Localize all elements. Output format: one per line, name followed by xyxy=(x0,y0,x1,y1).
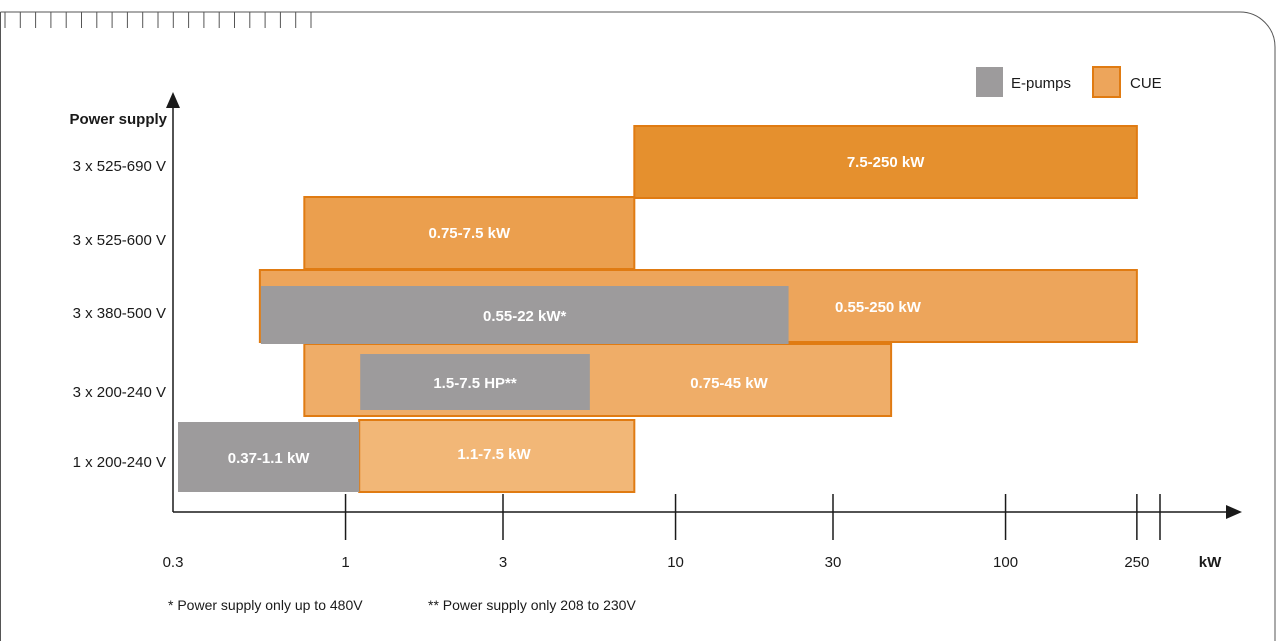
y-axis-arrow xyxy=(166,92,180,108)
bar-label: 0.37-1.1 kW xyxy=(228,450,311,467)
legend-label-e-pumps: E-pumps xyxy=(1011,75,1071,92)
cue-bar xyxy=(303,196,636,270)
bar-label: 0.75-7.5 kW xyxy=(428,225,511,242)
footnote-2: ** Power supply only 208 to 230V xyxy=(428,597,636,613)
x-axis-ticks xyxy=(344,494,1161,540)
legend: E-pumps CUE xyxy=(976,66,1162,98)
x-axis-unit: kW xyxy=(1199,554,1222,571)
x-axis-tick-labels: 0.3 1 3 10 30 100 250 xyxy=(163,554,1150,571)
cue-bar xyxy=(358,419,636,493)
x-tick-label: 0.3 xyxy=(163,554,184,571)
bar-label: 0.55-250 kW xyxy=(835,299,922,316)
y-axis-title: Power supply xyxy=(69,111,167,128)
legend-label-cue: CUE xyxy=(1130,75,1162,92)
bar-label: 1.1-7.5 kW xyxy=(457,446,531,463)
x-tick-label: 30 xyxy=(825,554,842,571)
e-pumps-bar xyxy=(178,422,360,492)
cue-bar xyxy=(633,125,1138,199)
bar-label: 0.55-22 kW* xyxy=(483,308,567,325)
x-tick-label: 1 xyxy=(341,554,349,571)
y-category-label: 3 x 525-690 V xyxy=(73,158,166,175)
legend-swatch-cue xyxy=(1092,66,1121,98)
bar-label: 7.5-250 kW xyxy=(847,154,925,171)
bar-labels: 0.55-22 kW* 1.5-7.5 HP** 0.37-1.1 kW 7.5-25… xyxy=(228,154,925,467)
x-axis-arrow xyxy=(1226,505,1242,519)
footnote-1: * Power supply only up to 480V xyxy=(168,597,363,613)
legend-swatch-e-pumps xyxy=(976,67,1003,97)
y-category-label: 3 x 200-240 V xyxy=(73,384,166,401)
bar-label: 0.75-45 kW xyxy=(690,375,768,392)
e-pumps-bar xyxy=(260,286,789,344)
y-category-label: 3 x 380-500 V xyxy=(73,305,166,322)
e-pumps-bar xyxy=(360,354,590,410)
y-category-label: 3 x 525-600 V xyxy=(73,232,166,249)
y-axis-category-labels: 3 x 525-690 V 3 x 525-600 V 3 x 380-500 V 3… xyxy=(73,158,166,471)
x-tick-label: 10 xyxy=(667,554,684,571)
frame-border xyxy=(0,11,1276,641)
bar-label: 1.5-7.5 HP** xyxy=(433,375,517,392)
x-tick-label: 250 xyxy=(1124,554,1149,571)
y-category-label: 1 x 200-240 V xyxy=(73,454,166,471)
e-pumps-bars xyxy=(178,286,789,492)
x-tick-label: 3 xyxy=(499,554,507,571)
decorative-ruler-ticks xyxy=(4,12,312,28)
x-tick-label: 100 xyxy=(993,554,1018,571)
